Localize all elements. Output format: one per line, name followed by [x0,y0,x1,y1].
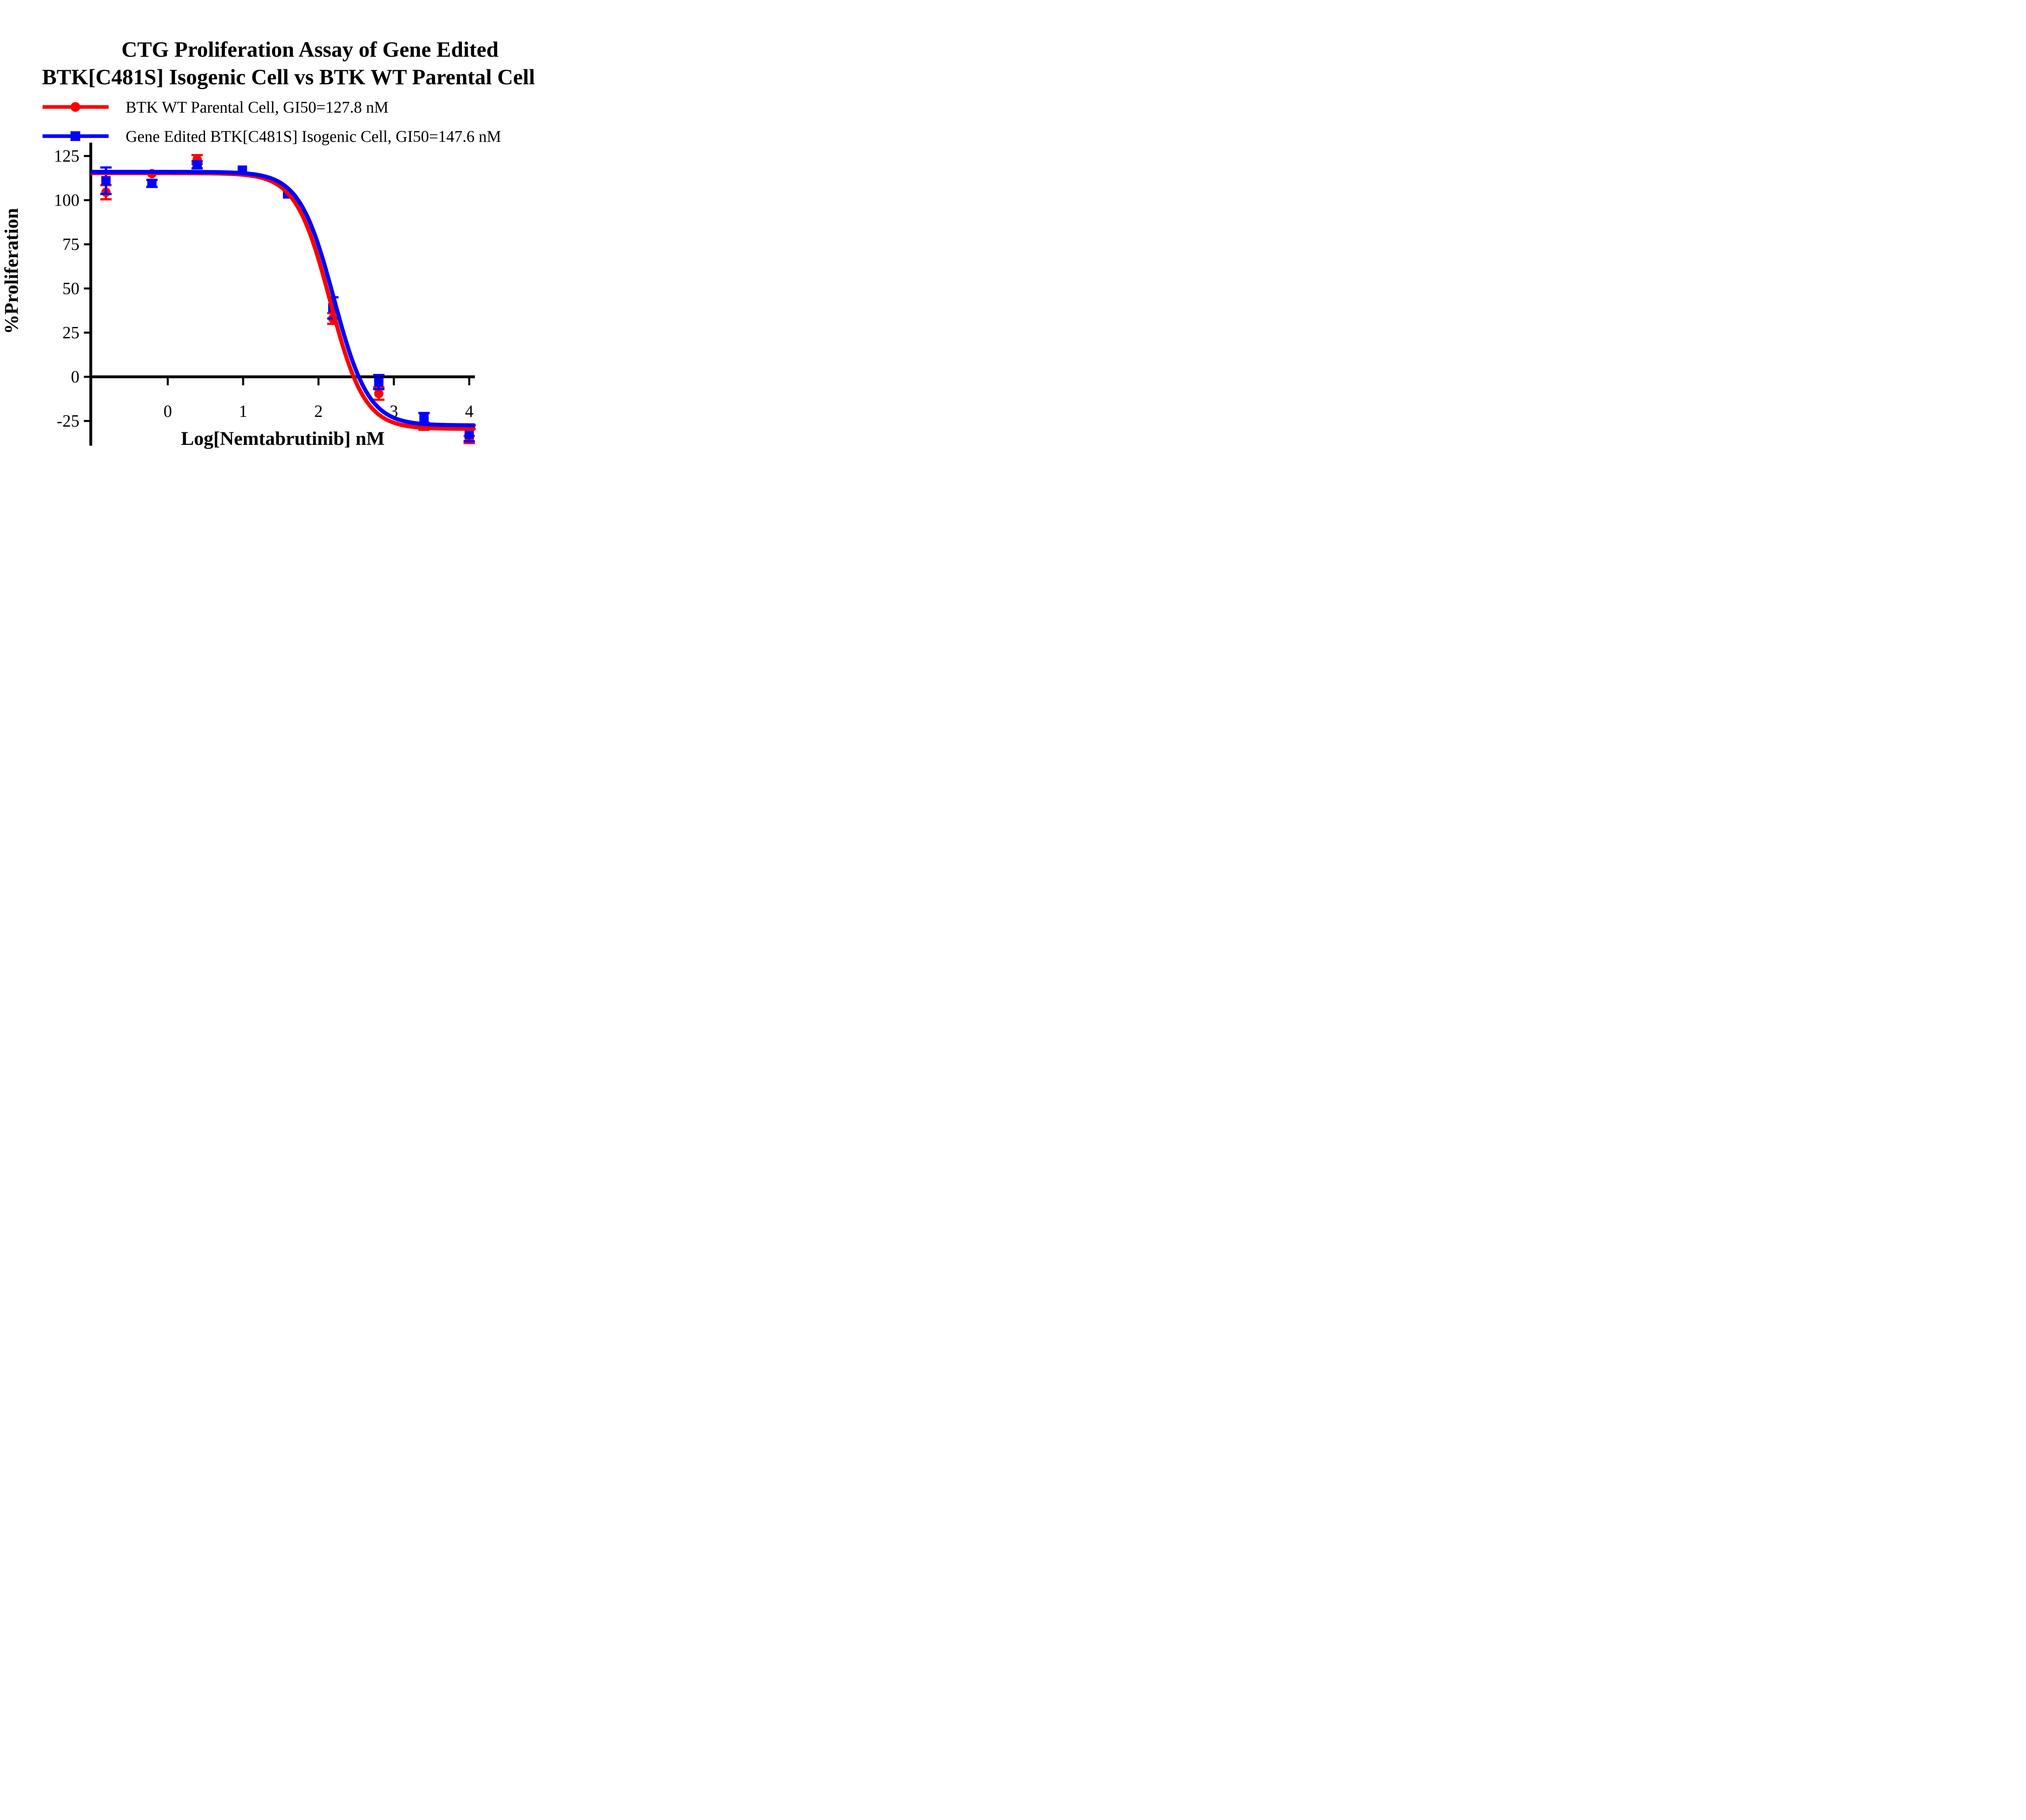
y-tick-label: 50 [62,280,79,298]
blue-data-point [192,160,202,170]
proliferation-chart: CTG Proliferation Assay of Gene Edited B… [1,37,535,449]
chart-figure: CTG Proliferation Assay of Gene Edited B… [0,0,576,455]
y-tick-label: 25 [62,324,79,342]
legend-circle-marker-icon [71,102,80,112]
y-tick-label: -25 [57,412,79,431]
fitted-curves-layer [90,170,476,431]
legend: BTK WT Parental Cell, GI50=127.8 nM Gene… [43,98,501,145]
legend-item-c481s: Gene Edited BTK[C481S] Isogenic Cell, GI… [43,127,501,145]
x-tick-label: 0 [164,402,172,421]
legend-item-wt: BTK WT Parental Cell, GI50=127.8 nM [43,98,389,116]
y-tick-label: 100 [54,191,79,210]
chart-title-line1: CTG Proliferation Assay of Gene Edited [122,37,498,62]
x-axis-title: Log[Nemtabrutinib] nM [181,428,385,449]
axes [89,143,475,446]
blue-data-point [374,377,384,387]
x-tick-label: 1 [239,402,248,421]
blue-data-point [419,413,429,423]
data-points-layer [100,154,475,444]
y-axis-title: %Proliferation [1,208,22,334]
blue-data-point [147,179,157,188]
y-tick-label: 125 [54,147,79,166]
y-tick-label: 75 [62,235,79,254]
legend-square-marker-icon [71,131,80,141]
blue-fitted-curve [90,170,476,427]
legend-label-wt: BTK WT Parental Cell, GI50=127.8 nM [126,98,389,116]
blue-data-point [101,176,111,186]
tick-marks [84,155,470,422]
x-tick-label: 2 [314,402,323,421]
y-tick-label: 0 [71,368,79,387]
legend-label-c481s: Gene Edited BTK[C481S] Isogenic Cell, GI… [126,127,501,145]
red-data-point [374,389,384,398]
chart-title-line2: BTK[C481S] Isogenic Cell vs BTK WT Paren… [42,65,535,89]
red-fitted-curve [90,171,476,431]
blue-data-point [464,429,474,439]
x-tick-label: 4 [465,402,474,421]
